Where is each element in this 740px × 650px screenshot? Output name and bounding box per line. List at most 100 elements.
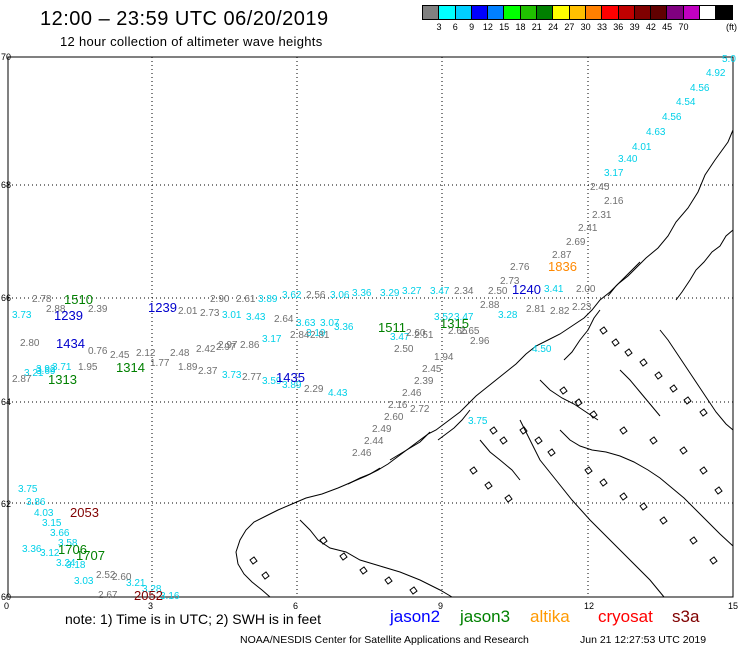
lon-tick-label: 3 (148, 601, 153, 611)
legend-label: 27 (564, 22, 575, 32)
swh-value: 4.54 (676, 97, 696, 108)
swh-value: 2.97 (218, 340, 238, 351)
swh-value: 3.01 (222, 310, 242, 321)
swh-value: 3.12 (40, 548, 60, 559)
swh-value: 2.56 (306, 290, 326, 301)
legend-label: 39 (629, 22, 640, 32)
island-outlines (249, 326, 723, 595)
swh-value: 2.87 (12, 374, 32, 385)
legend-label: 70 (678, 22, 689, 32)
color-legend: 3 6 9 12 15 18 21 24 27 30 33 36 39 42 45 70 (ft) (422, 5, 737, 34)
swh-value: 5.0 (722, 54, 736, 65)
swh-value: 2.86 (240, 340, 260, 351)
swh-value: 2.61 (236, 294, 256, 305)
lon-tick-label: 0 (4, 601, 9, 611)
swh-value: 2.96 (470, 336, 490, 347)
lon-tick-label: 9 (438, 601, 443, 611)
credit-line: NOAA/NESDIS Center for Satellite Applica… (240, 634, 529, 646)
lat-tick-label: 64 (1, 397, 11, 407)
legend-label: 18 (515, 22, 526, 32)
swh-value: 3.52 (434, 312, 454, 323)
swh-value: 3.28 (498, 310, 518, 321)
swh-value: 1.95 (78, 362, 98, 373)
swh-value: 3.43 (246, 312, 266, 323)
swh-value: 2.82 (550, 306, 570, 317)
swh-value: 3.29 (380, 288, 400, 299)
pass-time-label: 1510 (64, 292, 93, 307)
swh-value: 3.73 (222, 370, 242, 381)
swh-value: 2.31 (592, 210, 612, 221)
swh-value: 3.16 (160, 591, 180, 602)
swh-value: 1.94 (434, 352, 454, 363)
swh-value: 2.60 (384, 412, 404, 423)
sat-jason2: jason2 (390, 607, 441, 626)
swh-value: 2.49 (372, 424, 392, 435)
legend-label: 36 (613, 22, 624, 32)
legend-label: 24 (548, 22, 559, 32)
sat-s3a: s3a (672, 607, 700, 626)
swh-value: 4.56 (662, 112, 682, 123)
swh-value: 4.03 (34, 508, 54, 519)
swh-value: 3.41 (544, 284, 564, 295)
swh-value: 4.56 (690, 83, 710, 94)
swh-value: 3.73 (12, 310, 32, 321)
swh-value: 2.78 (32, 294, 52, 305)
pass-time-label: 1434 (56, 336, 85, 351)
swh-value: 2.37 (198, 366, 218, 377)
swh-value: 2.34 (454, 286, 474, 297)
legend-label: 9 (469, 22, 475, 32)
pass-time-label: 1511 (378, 320, 406, 335)
swh-value: 4.63 (646, 127, 666, 138)
swh-value: 3.92 (36, 364, 56, 375)
legend-label: 30 (580, 22, 591, 32)
swh-value: 0.76 (88, 346, 108, 357)
lat-tick-label: 60 (1, 592, 11, 602)
legend-swatch (715, 5, 733, 20)
swh-value: 2.41 (578, 223, 598, 234)
swh-value: 3.59 (262, 376, 282, 387)
swh-value: 2.16 (388, 400, 408, 411)
swh-value: 2.84 (290, 330, 310, 341)
legend-label: 33 (596, 22, 608, 32)
swh-value: 2.69 (566, 237, 586, 248)
lon-tick-label: 6 (293, 601, 298, 611)
legend-label: 21 (531, 22, 542, 32)
swh-value: 3.28 (142, 584, 162, 595)
map-frame (7, 56, 734, 598)
map-title: 12:00 – 23:59 UTC 06/20/2019 (40, 8, 329, 30)
swh-value: 3.86 (26, 497, 46, 508)
swh-value: 2.81 (310, 330, 330, 341)
swh-value: 1.77 (150, 358, 170, 369)
swh-value: 2.81 (526, 304, 546, 315)
pass-time-label: 1435 (276, 370, 305, 385)
swh-value: 2.65 (460, 326, 480, 337)
pass-time-label: 1314 (116, 360, 145, 375)
legend-label: 12 (482, 22, 493, 32)
swh-value: 2.97 (216, 342, 236, 353)
swh-value: 3.06 (330, 290, 350, 301)
pass-time-label: 1239 (54, 308, 83, 323)
swh-value: 3.58 (58, 538, 78, 549)
lat-tick-label: 68 (1, 180, 11, 190)
swh-value: 2.39 (88, 304, 108, 315)
swh-value: 2.50 (488, 286, 508, 297)
map-subtitle: 12 hour collection of altimeter wave hei… (60, 34, 323, 49)
swh-value: 2.12 (136, 348, 156, 359)
pass-time-label: 1313 (48, 372, 77, 387)
swh-value: 4.43 (328, 388, 348, 399)
swh-value: 2.64 (274, 314, 294, 325)
swh-value: 4.92 (706, 68, 726, 79)
swh-value: 3.36 (334, 322, 354, 333)
swh-value: 3.47 (390, 332, 410, 343)
graticule (8, 57, 733, 597)
swh-value: 2.67 (98, 590, 118, 601)
sat-altika: altika (530, 607, 570, 626)
swh-value: 2.60 (406, 328, 426, 339)
pass-time-label: 2053 (70, 505, 99, 520)
swh-value: 2.00 (576, 284, 596, 295)
swh-value: 2.60 (112, 572, 132, 583)
swh-value: 3.47 (430, 286, 450, 297)
swh-value: 3.17 (604, 168, 624, 179)
legend-label: 42 (645, 22, 656, 32)
swh-value: 2.52 (96, 570, 116, 581)
